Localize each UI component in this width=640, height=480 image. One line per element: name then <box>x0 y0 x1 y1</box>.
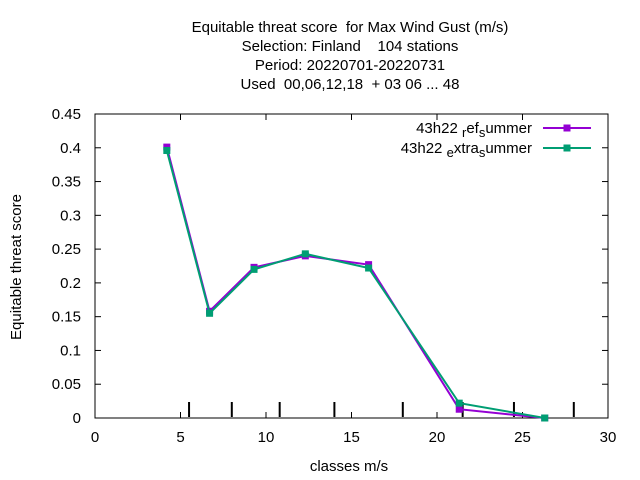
series-line-1 <box>165 146 545 419</box>
plot-frame <box>94 113 609 419</box>
series-2-point <box>250 265 258 273</box>
y-tick-label: 0.4 <box>60 140 81 157</box>
title-line-2: Selection: Finland 104 stations <box>241 38 459 55</box>
series-layer <box>163 143 549 422</box>
y-tick-label: 0.05 <box>52 376 81 393</box>
series-2-point <box>206 309 214 317</box>
legend-label-1: 43h22 refsummer <box>416 120 532 140</box>
y-tick-label: 0.35 <box>52 174 81 191</box>
series-line-2 <box>165 150 545 419</box>
y-tick-label: 0.25 <box>52 241 81 258</box>
y-axis-label: Equitable threat score <box>8 194 25 340</box>
legend-marker-1 <box>563 124 571 132</box>
title-line-4: Used 00,06,12,18 + 03 06 ... 48 <box>240 76 460 93</box>
series-2-point <box>301 250 309 258</box>
series-2-point <box>163 146 171 154</box>
series-1-point <box>455 405 463 413</box>
x-tick-label: 15 <box>343 429 360 446</box>
x-tick-label: 5 <box>176 429 184 446</box>
y-tick-label: 0 <box>73 410 81 427</box>
x-tick-label: 30 <box>600 429 617 446</box>
title-line-1: Equitable threat score for Max Wind Gust… <box>191 19 509 36</box>
y-tick-label: 0.3 <box>60 207 81 224</box>
y-tick-label: 0.1 <box>60 342 81 359</box>
x-tick-label: 10 <box>258 429 275 446</box>
series-2-point <box>455 399 463 407</box>
y-tick-label: 0.45 <box>52 106 81 123</box>
legend-marker-2 <box>563 144 571 152</box>
series-2-point <box>365 264 373 272</box>
y-tick-label: 0.15 <box>52 309 81 326</box>
title-line-3: Period: 20220701-20220731 <box>254 57 446 74</box>
x-axis-label: classes m/s <box>310 458 388 475</box>
x-tick-label: 20 <box>429 429 446 446</box>
axes: 0 5 10 15 20 25 30 0 0.05 0.1 0.15 0.2 0.25 0.3 0.35 0.… <box>52 106 617 446</box>
x-tick-label: 0 <box>91 429 99 446</box>
x-tick-label: 25 <box>514 429 531 446</box>
legend-label-2: 43h22 extrasummer <box>401 140 532 160</box>
y-tick-label: 0.2 <box>60 275 81 292</box>
series-2-point <box>541 414 549 422</box>
